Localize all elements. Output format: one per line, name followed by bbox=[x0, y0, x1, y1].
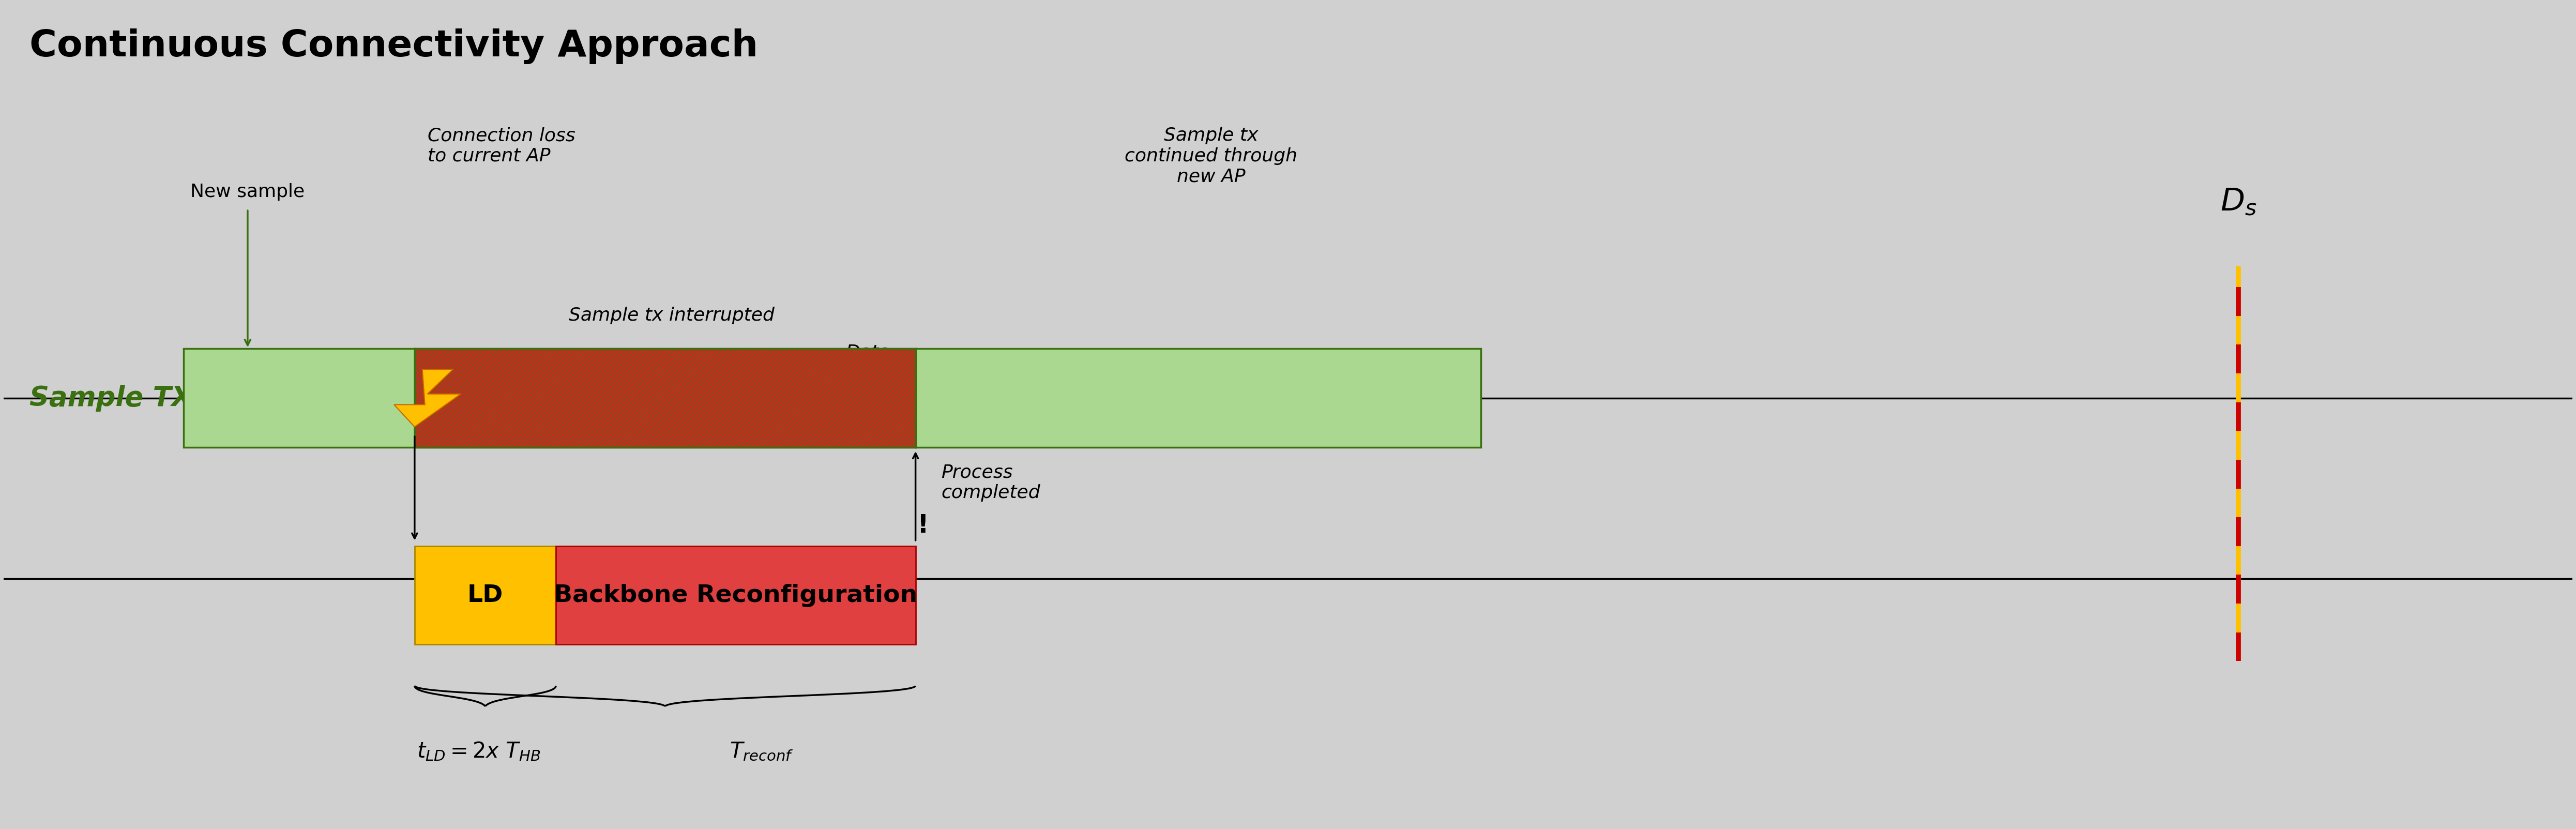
Text: Process
completed: Process completed bbox=[940, 463, 1041, 502]
Polygon shape bbox=[394, 369, 461, 427]
Text: Continuous Connectivity Approach: Continuous Connectivity Approach bbox=[28, 28, 757, 64]
Text: !: ! bbox=[917, 513, 930, 538]
Text: $t_{LD} = 2x\ T_{HB}$: $t_{LD} = 2x\ T_{HB}$ bbox=[417, 740, 541, 763]
Bar bbox=[914, 349, 1481, 448]
Text: Sample tx
continued through
new AP: Sample tx continued through new AP bbox=[1126, 127, 1298, 185]
Text: Sample TX –: Sample TX – bbox=[28, 385, 216, 411]
Text: $T_{reconf}$: $T_{reconf}$ bbox=[729, 740, 793, 763]
Text: Connection loss
to current AP: Connection loss to current AP bbox=[428, 127, 574, 165]
Text: New sample: New sample bbox=[191, 183, 304, 201]
Text: LD: LD bbox=[466, 584, 502, 607]
Text: Sample tx interrupted: Sample tx interrupted bbox=[569, 307, 775, 324]
Text: Data
rerouted: Data rerouted bbox=[809, 344, 889, 381]
Bar bbox=[556, 546, 914, 645]
Bar bbox=[415, 349, 914, 448]
Bar bbox=[415, 349, 914, 448]
Text: $D_s$: $D_s$ bbox=[2221, 187, 2257, 217]
Bar bbox=[415, 546, 556, 645]
Bar bbox=[183, 349, 415, 448]
Text: Backbone Reconfiguration: Backbone Reconfiguration bbox=[554, 584, 917, 607]
